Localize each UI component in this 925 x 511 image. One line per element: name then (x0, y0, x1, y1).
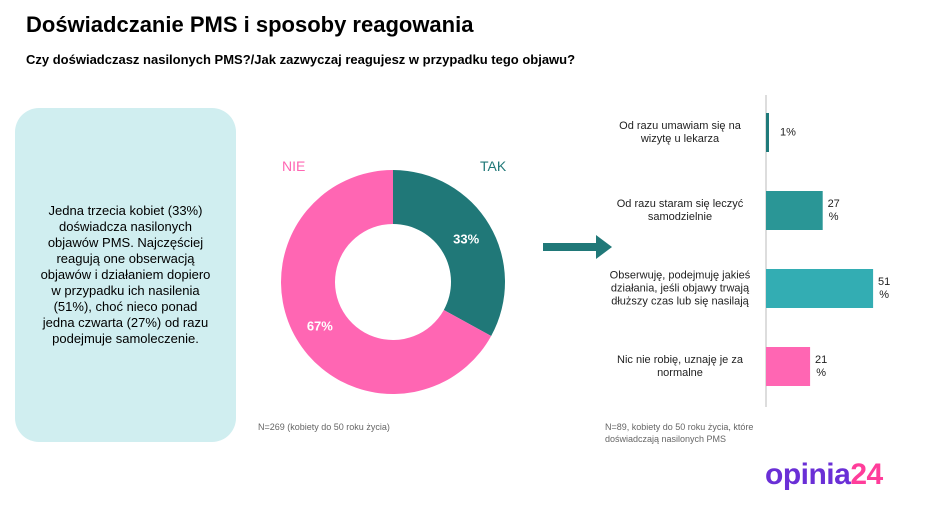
page-subtitle: Czy doświadczasz nasilonych PMS?/Jak zaz… (26, 52, 576, 67)
bar (766, 269, 874, 308)
summary-text: Jedna trzecia kobiet (33%) doświadcza na… (40, 203, 211, 346)
logo-part1: opinia (765, 458, 851, 491)
bar-category-label: Od razu staram się leczyć samodzielnie (616, 198, 744, 223)
bar (766, 191, 823, 230)
donut-slice-nie (281, 170, 492, 394)
bar-category-label: Od razu umawiam się na wizytę u lekarza (619, 120, 741, 145)
bar-chart (765, 95, 874, 407)
bar-data-label: 51 % (877, 276, 891, 301)
logo-part2: 24 (850, 458, 883, 491)
bar-category-label: Obserwuję, podejmuję jakieś działania, j… (609, 269, 751, 308)
bar-data-label: 1% (780, 126, 796, 139)
donut-data-label: 33% (453, 232, 479, 247)
bar (766, 113, 769, 152)
summary-box: Jedna trzecia kobiet (33%) doświadcza na… (15, 108, 236, 442)
donut-chart: 33% 67% (281, 170, 505, 394)
donut-note: N=269 (kobiety do 50 roku życia) (258, 422, 390, 432)
arrow-icon (543, 235, 612, 259)
bar (766, 347, 811, 386)
opinia24-logo: opinia24 (765, 458, 883, 492)
donut-data-label: 67% (307, 318, 333, 333)
legend-tak: TAK (480, 158, 507, 174)
bar-data-label: 27 % (827, 198, 840, 223)
bar-data-label: 21 % (814, 354, 828, 379)
bar-note: N=89, kobiety do 50 roku życia, które do… (605, 422, 754, 444)
donut-slice-tak (393, 170, 505, 336)
legend-nie: NIE (282, 158, 306, 174)
bar-category-label: Nic nie robię, uznaję je za normalne (617, 354, 743, 379)
page-title: Doświadczanie PMS i sposoby reagowania (26, 12, 474, 37)
